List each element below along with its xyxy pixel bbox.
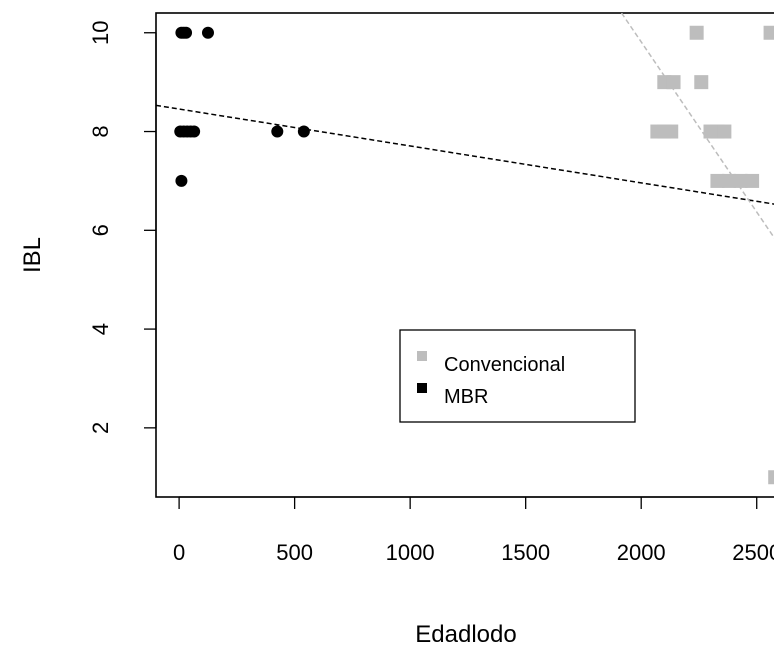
legend-box [399,329,636,423]
legend-label-convencional: Convencional [444,354,565,376]
trend-lines [156,13,774,239]
x-tick-label-1500: 1500 [501,540,550,565]
plot-area [155,12,774,498]
point-mbr-3 [201,26,214,39]
point-convencional-12 [721,173,736,188]
point-convencional-15 [768,470,774,485]
data-points [174,25,774,485]
x-axis: 0 500 1000 1500 2000 2500 [173,496,774,565]
x-axis-title: Edadlodo [415,621,516,645]
point-convencional-10 [717,124,732,139]
y-tick-label-6: 6 [88,224,113,236]
x-tick-label-0: 0 [173,540,185,565]
point-mbr-11 [175,174,188,187]
y-tick-label-10: 10 [88,21,113,45]
y-axis: 2 4 6 8 10 [88,21,157,434]
point-convencional-14 [745,173,760,188]
legend-marker-mbr [417,383,427,393]
y-tick-label-2: 2 [88,422,113,434]
point-convencional-3 [666,75,681,90]
legend-label-mbr: MBR [444,386,488,408]
legend: Convencional MBR [399,329,636,423]
point-mbr-2 [180,26,193,39]
point-convencional-4 [694,75,709,90]
y-tick-label-4: 4 [88,323,113,335]
legend-marker-convencional [417,351,427,361]
plot-frame [155,12,774,498]
point-mbr-10 [297,125,310,138]
x-tick-label-500: 500 [276,540,313,565]
y-axis-title: IBL [19,237,46,273]
point-convencional-7 [664,124,679,139]
point-convencional-13 [733,173,748,188]
point-convencional-1 [763,25,774,40]
point-convencional-0 [689,25,704,40]
y-tick-label-8: 8 [88,125,113,137]
x-tick-label-1000: 1000 [386,540,435,565]
x-tick-label-2000: 2000 [617,540,666,565]
trend-line-1 [620,13,774,239]
point-convencional-11 [710,173,725,188]
point-mbr-9 [271,125,284,138]
x-tick-label-2500: 2500 [732,540,774,565]
trend-line-0 [156,104,774,205]
point-mbr-8 [188,125,201,138]
